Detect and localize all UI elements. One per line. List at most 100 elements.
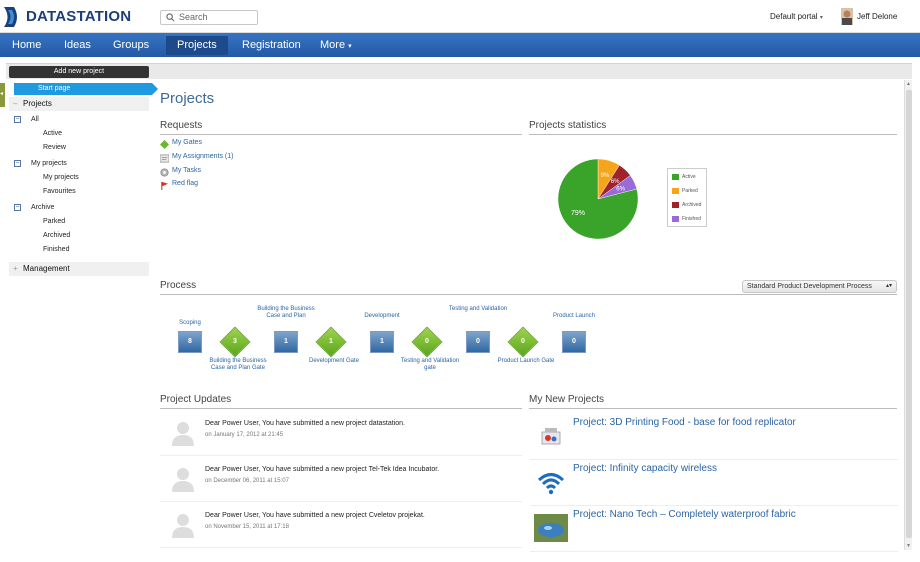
tree-item-parked[interactable]: Parked: [43, 218, 66, 225]
update-item[interactable]: Dear Power User, You have submitted a ne…: [160, 502, 522, 548]
sidebar-group-projects[interactable]: – Projects: [9, 97, 149, 111]
wireless-icon: [537, 473, 565, 495]
legend-label: Active: [682, 174, 696, 180]
gear-icon: [160, 168, 169, 177]
collapse-icon: –: [13, 99, 18, 108]
logo[interactable]: DATASTATION: [2, 5, 132, 29]
process-gate-count: 1: [329, 338, 333, 345]
process-stage-label[interactable]: Testing and Validation: [448, 306, 508, 312]
pie-label-archived: 6%: [611, 179, 620, 185]
process-stage-box[interactable]: 0: [466, 331, 490, 353]
process-stage-box[interactable]: 8: [178, 331, 202, 353]
process-stage-box[interactable]: 1: [370, 331, 394, 353]
update-date: on January 17, 2012 at 21:45: [205, 432, 284, 438]
nav-groups[interactable]: Groups: [113, 39, 150, 51]
request-red-flag-label: Red flag: [172, 180, 199, 187]
chevron-down-icon: ▾: [819, 15, 823, 21]
pie-label-active: 79%: [571, 210, 585, 217]
nav-projects[interactable]: Projects: [166, 36, 228, 55]
process-gate-count: 0: [521, 338, 525, 345]
chevron-down-icon: ▾: [348, 43, 352, 50]
new-project-link[interactable]: Project: Infinity capacity wireless: [573, 463, 717, 474]
nav-ideas[interactable]: Ideas: [64, 39, 91, 51]
legend-swatch: [672, 202, 679, 208]
update-date: on November 15, 2011 at 17:18: [205, 524, 289, 530]
process-gate-label[interactable]: Building the Business Case and Plan Gate: [209, 358, 267, 371]
pie-slice-active[interactable]: [557, 158, 639, 240]
collapse-sidebar-handle[interactable]: ◂: [0, 83, 5, 107]
process-stage-label[interactable]: Building the Business Case and Plan: [257, 306, 315, 319]
new-project-item[interactable]: Project: 3D Printing Food - base for foo…: [530, 414, 898, 460]
sidebar-group-management[interactable]: + Management: [9, 262, 149, 276]
sidebar: Add new project Start page: [6, 66, 158, 282]
avatar: [841, 8, 853, 25]
add-new-project-button[interactable]: Add new project: [9, 66, 149, 78]
tree-item-review[interactable]: Review: [43, 144, 66, 151]
scrollbar-thumb[interactable]: [906, 90, 912, 538]
vertical-scrollbar[interactable]: ▲ ▼: [904, 80, 912, 550]
process-gate-label[interactable]: Testing and Validation gate: [400, 358, 460, 371]
process-gate-label[interactable]: Product Launch Gate: [497, 358, 555, 364]
process-stage-box[interactable]: 1: [274, 331, 298, 353]
process-stage-label[interactable]: Scoping: [179, 320, 201, 326]
collapse-icon: –: [14, 160, 21, 167]
process-gate-label[interactable]: Development Gate: [308, 358, 360, 364]
chevron-left-icon: ◂: [0, 91, 4, 97]
tree-item-finished[interactable]: Finished: [43, 246, 70, 253]
search-icon: [166, 13, 175, 22]
pie-label-parked: 9%: [601, 173, 610, 179]
tree-item-active[interactable]: Active: [43, 130, 63, 137]
projects-pie-chart[interactable]: 9%6%6%79%: [557, 158, 639, 240]
tree-item-favourites[interactable]: Favourites: [43, 188, 76, 195]
tree-item-all[interactable]: – All: [14, 116, 39, 123]
process-gate-diamond[interactable]: 0: [507, 326, 539, 358]
process-stage-label[interactable]: Product Launch: [552, 313, 596, 319]
process-stage-label[interactable]: Development: [364, 313, 400, 319]
legend-label: Parked: [682, 188, 698, 194]
projects-statistics-title: Projects statistics: [529, 120, 897, 135]
tree-item-my-projects-group-label: My projects: [31, 160, 67, 167]
process-select[interactable]: Standard Product Development Process ▴▾: [742, 280, 897, 293]
diamond-icon: [160, 140, 169, 149]
top-bar: DATASTATION Search Default portal ▾ Jeff…: [0, 0, 920, 33]
tree-item-my-projects[interactable]: My projects: [43, 174, 79, 181]
pie-legend: Active Parked Archived Finished: [667, 168, 707, 227]
requests-title: Requests: [160, 120, 522, 135]
search-input[interactable]: Search: [160, 10, 258, 25]
portal-dropdown[interactable]: Default portal ▾: [770, 12, 823, 21]
update-date: on December 06, 2011 at 15:07: [205, 478, 289, 484]
user-placeholder-icon: [172, 514, 194, 538]
portal-label: Default portal: [770, 12, 818, 21]
nav-more[interactable]: More ▾: [309, 33, 363, 57]
update-item[interactable]: Dear Power User, You have submitted a ne…: [160, 456, 522, 502]
process-stage-box[interactable]: 0: [562, 331, 586, 353]
user-name: Jeff Delone: [857, 12, 898, 21]
process-gate-diamond[interactable]: 0: [411, 326, 443, 358]
nav-home[interactable]: Home: [12, 39, 42, 51]
nav-more-label: More: [320, 39, 346, 51]
expand-icon: +: [13, 264, 18, 273]
tree-item-archived[interactable]: Archived: [43, 232, 71, 239]
process-select-value: Standard Product Development Process: [747, 283, 872, 290]
sidebar-item-start-page[interactable]: Start page: [14, 83, 158, 95]
tree-item-archive[interactable]: – Archive: [14, 204, 54, 211]
update-message: Dear Power User, You have submitted a ne…: [205, 512, 425, 519]
request-my-assignments-label: My Assignments (1): [172, 153, 234, 160]
new-project-link[interactable]: Project: 3D Printing Food - base for foo…: [573, 417, 796, 428]
scroll-down-icon[interactable]: ▼: [906, 543, 911, 549]
my-new-projects-title: My New Projects: [529, 394, 897, 409]
tree-item-my-projects-group[interactable]: – My projects: [14, 160, 67, 167]
scroll-up-icon[interactable]: ▲: [906, 81, 911, 87]
update-item[interactable]: Dear Power User, You have submitted a ne…: [160, 410, 522, 456]
update-message: Dear Power User, You have submitted a ne…: [205, 420, 406, 427]
new-project-item[interactable]: Project: Infinity capacity wireless: [530, 460, 898, 506]
new-project-item[interactable]: Project: Nano Tech – Completely waterpro…: [530, 506, 898, 552]
user-placeholder-icon: [172, 422, 194, 446]
main-nav: Home Ideas Groups Projects Registration …: [0, 33, 920, 57]
new-project-link[interactable]: Project: Nano Tech – Completely waterpro…: [573, 509, 796, 520]
nav-registration[interactable]: Registration: [242, 39, 301, 51]
datastation-logo-icon: [4, 7, 17, 27]
process-gate-diamond[interactable]: 1: [315, 326, 347, 358]
process-gate-diamond[interactable]: 3: [219, 326, 251, 358]
collapse-icon: –: [14, 204, 21, 211]
